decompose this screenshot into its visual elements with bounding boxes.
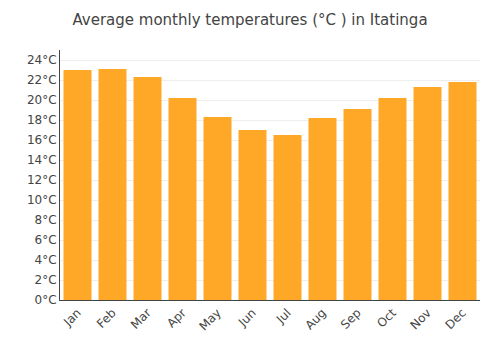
svg-text:Oct: Oct xyxy=(374,306,399,331)
svg-text:Mar: Mar xyxy=(128,306,154,332)
svg-text:20°C: 20°C xyxy=(27,93,57,107)
svg-text:12°C: 12°C xyxy=(27,173,57,187)
svg-text:8°C: 8°C xyxy=(35,213,57,227)
svg-text:24°C: 24°C xyxy=(27,53,57,67)
svg-text:Dec: Dec xyxy=(443,306,469,332)
svg-text:Aug: Aug xyxy=(302,306,328,332)
svg-text:2°C: 2°C xyxy=(35,273,57,287)
svg-text:18°C: 18°C xyxy=(27,113,57,127)
svg-text:10°C: 10°C xyxy=(27,193,57,207)
svg-text:Feb: Feb xyxy=(94,306,119,331)
svg-text:16°C: 16°C xyxy=(27,133,57,147)
svg-text:14°C: 14°C xyxy=(27,153,57,167)
svg-text:6°C: 6°C xyxy=(35,233,57,247)
svg-text:0°C: 0°C xyxy=(35,293,57,307)
svg-text:Apr: Apr xyxy=(164,306,189,331)
svg-text:4°C: 4°C xyxy=(35,253,57,267)
svg-text:Nov: Nov xyxy=(407,306,433,332)
svg-text:Jul: Jul xyxy=(273,306,294,327)
svg-text:22°C: 22°C xyxy=(27,73,57,87)
svg-text:Jun: Jun xyxy=(235,306,259,330)
svg-text:Jan: Jan xyxy=(60,306,84,330)
svg-text:May: May xyxy=(196,306,223,333)
svg-text:Average monthly temperatures (: Average monthly temperatures (°C ) in It… xyxy=(72,11,427,29)
svg-text:Sep: Sep xyxy=(338,306,364,332)
